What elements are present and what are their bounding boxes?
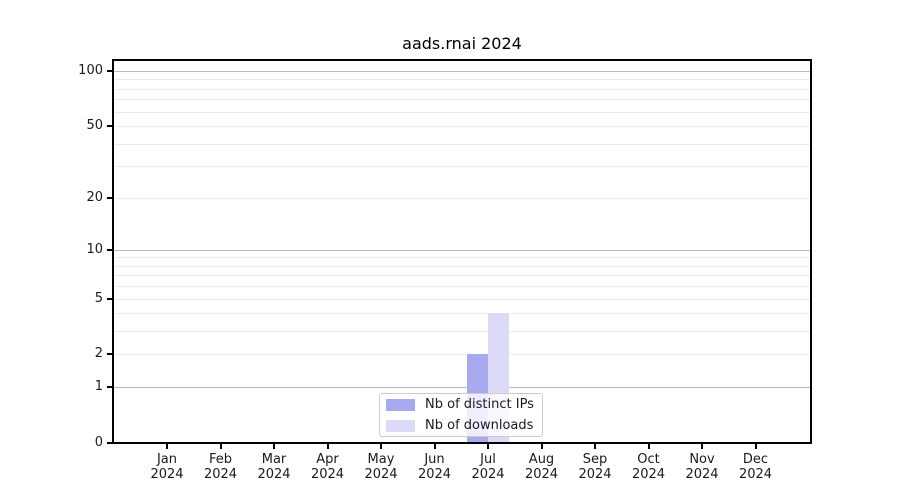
- x-tick-label: Jun 2024: [405, 452, 465, 482]
- minor-gridline: [114, 126, 810, 127]
- x-tick-label: Jul 2024: [458, 452, 518, 482]
- x-tick-year: 2024: [578, 467, 612, 482]
- y-tick-mark: [107, 442, 112, 444]
- major-gridline: [114, 249, 810, 251]
- minor-gridline: [114, 313, 810, 315]
- x-tick-month: Apr: [316, 452, 339, 467]
- x-tick-label: Feb 2024: [191, 452, 251, 482]
- x-tick-year: 2024: [471, 467, 505, 482]
- x-tick-label: Aug 2024: [512, 452, 572, 482]
- minor-gridline: [114, 275, 810, 277]
- y-tick-label: 100: [78, 62, 103, 78]
- y-tick-mark: [107, 297, 112, 300]
- x-tick-mark: [540, 444, 543, 449]
- top-spine: [112, 59, 812, 61]
- minor-gridline: [114, 99, 810, 101]
- major-gridline: [114, 387, 810, 389]
- x-tick-mark: [487, 444, 489, 449]
- y-tick-mark: [107, 353, 112, 356]
- minor-gridline: [114, 331, 810, 333]
- x-tick-month: Jun: [424, 452, 445, 467]
- y-tick-label: 20: [86, 189, 103, 205]
- minor-gridline: [114, 79, 810, 81]
- x-tick-mark: [594, 444, 596, 449]
- x-tick-label: May 2024: [351, 452, 411, 482]
- minor-gridline: [114, 265, 810, 267]
- legend-swatch: [386, 399, 415, 411]
- x-tick-year: 2024: [631, 467, 666, 482]
- x-tick-label: Oct 2024: [619, 452, 679, 482]
- x-tick-month: Nov: [689, 452, 715, 467]
- x-tick-year: 2024: [203, 467, 238, 482]
- legend: Nb of distinct IPs Nb of downloads: [379, 393, 543, 437]
- y-tick-label: 0: [94, 435, 103, 450]
- minor-gridline: [114, 354, 810, 356]
- minor-gridline: [114, 197, 810, 199]
- x-tick-label: Nov 2024: [672, 452, 732, 482]
- minor-gridline: [114, 257, 810, 259]
- x-tick-mark: [433, 444, 436, 449]
- x-tick-month: Mar: [261, 452, 287, 467]
- minor-gridline: [114, 111, 810, 113]
- legend-label: Nb of distinct IPs: [425, 397, 534, 412]
- minor-gridline: [114, 166, 810, 168]
- x-tick-year: 2024: [417, 467, 452, 482]
- chart-title: aads.rnai 2024: [402, 34, 522, 53]
- x-tick-month: Jan: [156, 452, 178, 467]
- x-tick-mark: [701, 444, 703, 449]
- x-tick-mark: [219, 444, 222, 449]
- y-tick-label: 10: [86, 241, 103, 257]
- x-axis-line: [112, 442, 812, 444]
- y-tick-mark: [107, 248, 112, 251]
- x-tick-year: 2024: [150, 467, 184, 482]
- x-tick-year: 2024: [524, 467, 559, 482]
- y-tick-mark: [107, 69, 112, 72]
- y-tick-mark: [107, 386, 112, 389]
- x-tick-mark: [647, 444, 650, 449]
- plot-area: [112, 59, 812, 444]
- x-tick-month: Aug: [528, 452, 555, 467]
- y-tick-mark: [107, 196, 112, 199]
- x-tick-month: Oct: [637, 452, 660, 467]
- y-tick-label: 50: [86, 118, 103, 133]
- x-tick-year: 2024: [685, 467, 719, 482]
- minor-gridline: [114, 88, 810, 90]
- right-spine: [810, 59, 812, 444]
- x-tick-mark: [326, 444, 329, 449]
- x-tick-label: Apr 2024: [298, 452, 358, 482]
- x-tick-label: Dec 2024: [726, 452, 786, 482]
- legend-label: Nb of downloads: [425, 418, 534, 433]
- x-tick-mark: [380, 444, 382, 449]
- x-tick-month: Feb: [208, 452, 233, 467]
- y-tick-label: 5: [94, 290, 103, 306]
- x-tick-label: Jan 2024: [137, 452, 197, 482]
- x-tick-year: 2024: [257, 467, 291, 482]
- x-tick-mark: [273, 444, 275, 449]
- y-tick-label: 1: [94, 379, 103, 395]
- x-tick-year: 2024: [738, 467, 773, 482]
- legend-entry: Nb of downloads: [380, 418, 542, 434]
- major-gridline: [114, 70, 810, 72]
- x-tick-mark: [166, 444, 168, 449]
- legend-entry: Nb of distinct IPs: [380, 397, 542, 413]
- x-tick-month: Sep: [582, 452, 608, 467]
- legend-swatch: [386, 420, 415, 432]
- y-tick-label: 2: [94, 346, 103, 362]
- minor-gridline: [114, 286, 810, 288]
- minor-gridline: [114, 298, 810, 300]
- y-tick-mark: [107, 125, 112, 127]
- left-spine: [112, 59, 114, 444]
- x-tick-month: May: [367, 452, 395, 467]
- x-tick-month: Dec: [742, 452, 769, 467]
- x-tick-month: Jul: [480, 452, 496, 467]
- x-tick-year: 2024: [310, 467, 345, 482]
- x-tick-mark: [754, 444, 757, 449]
- x-tick-label: Mar 2024: [244, 452, 304, 482]
- x-tick-label: Sep 2024: [565, 452, 625, 482]
- minor-gridline: [114, 143, 810, 145]
- x-tick-year: 2024: [364, 467, 398, 482]
